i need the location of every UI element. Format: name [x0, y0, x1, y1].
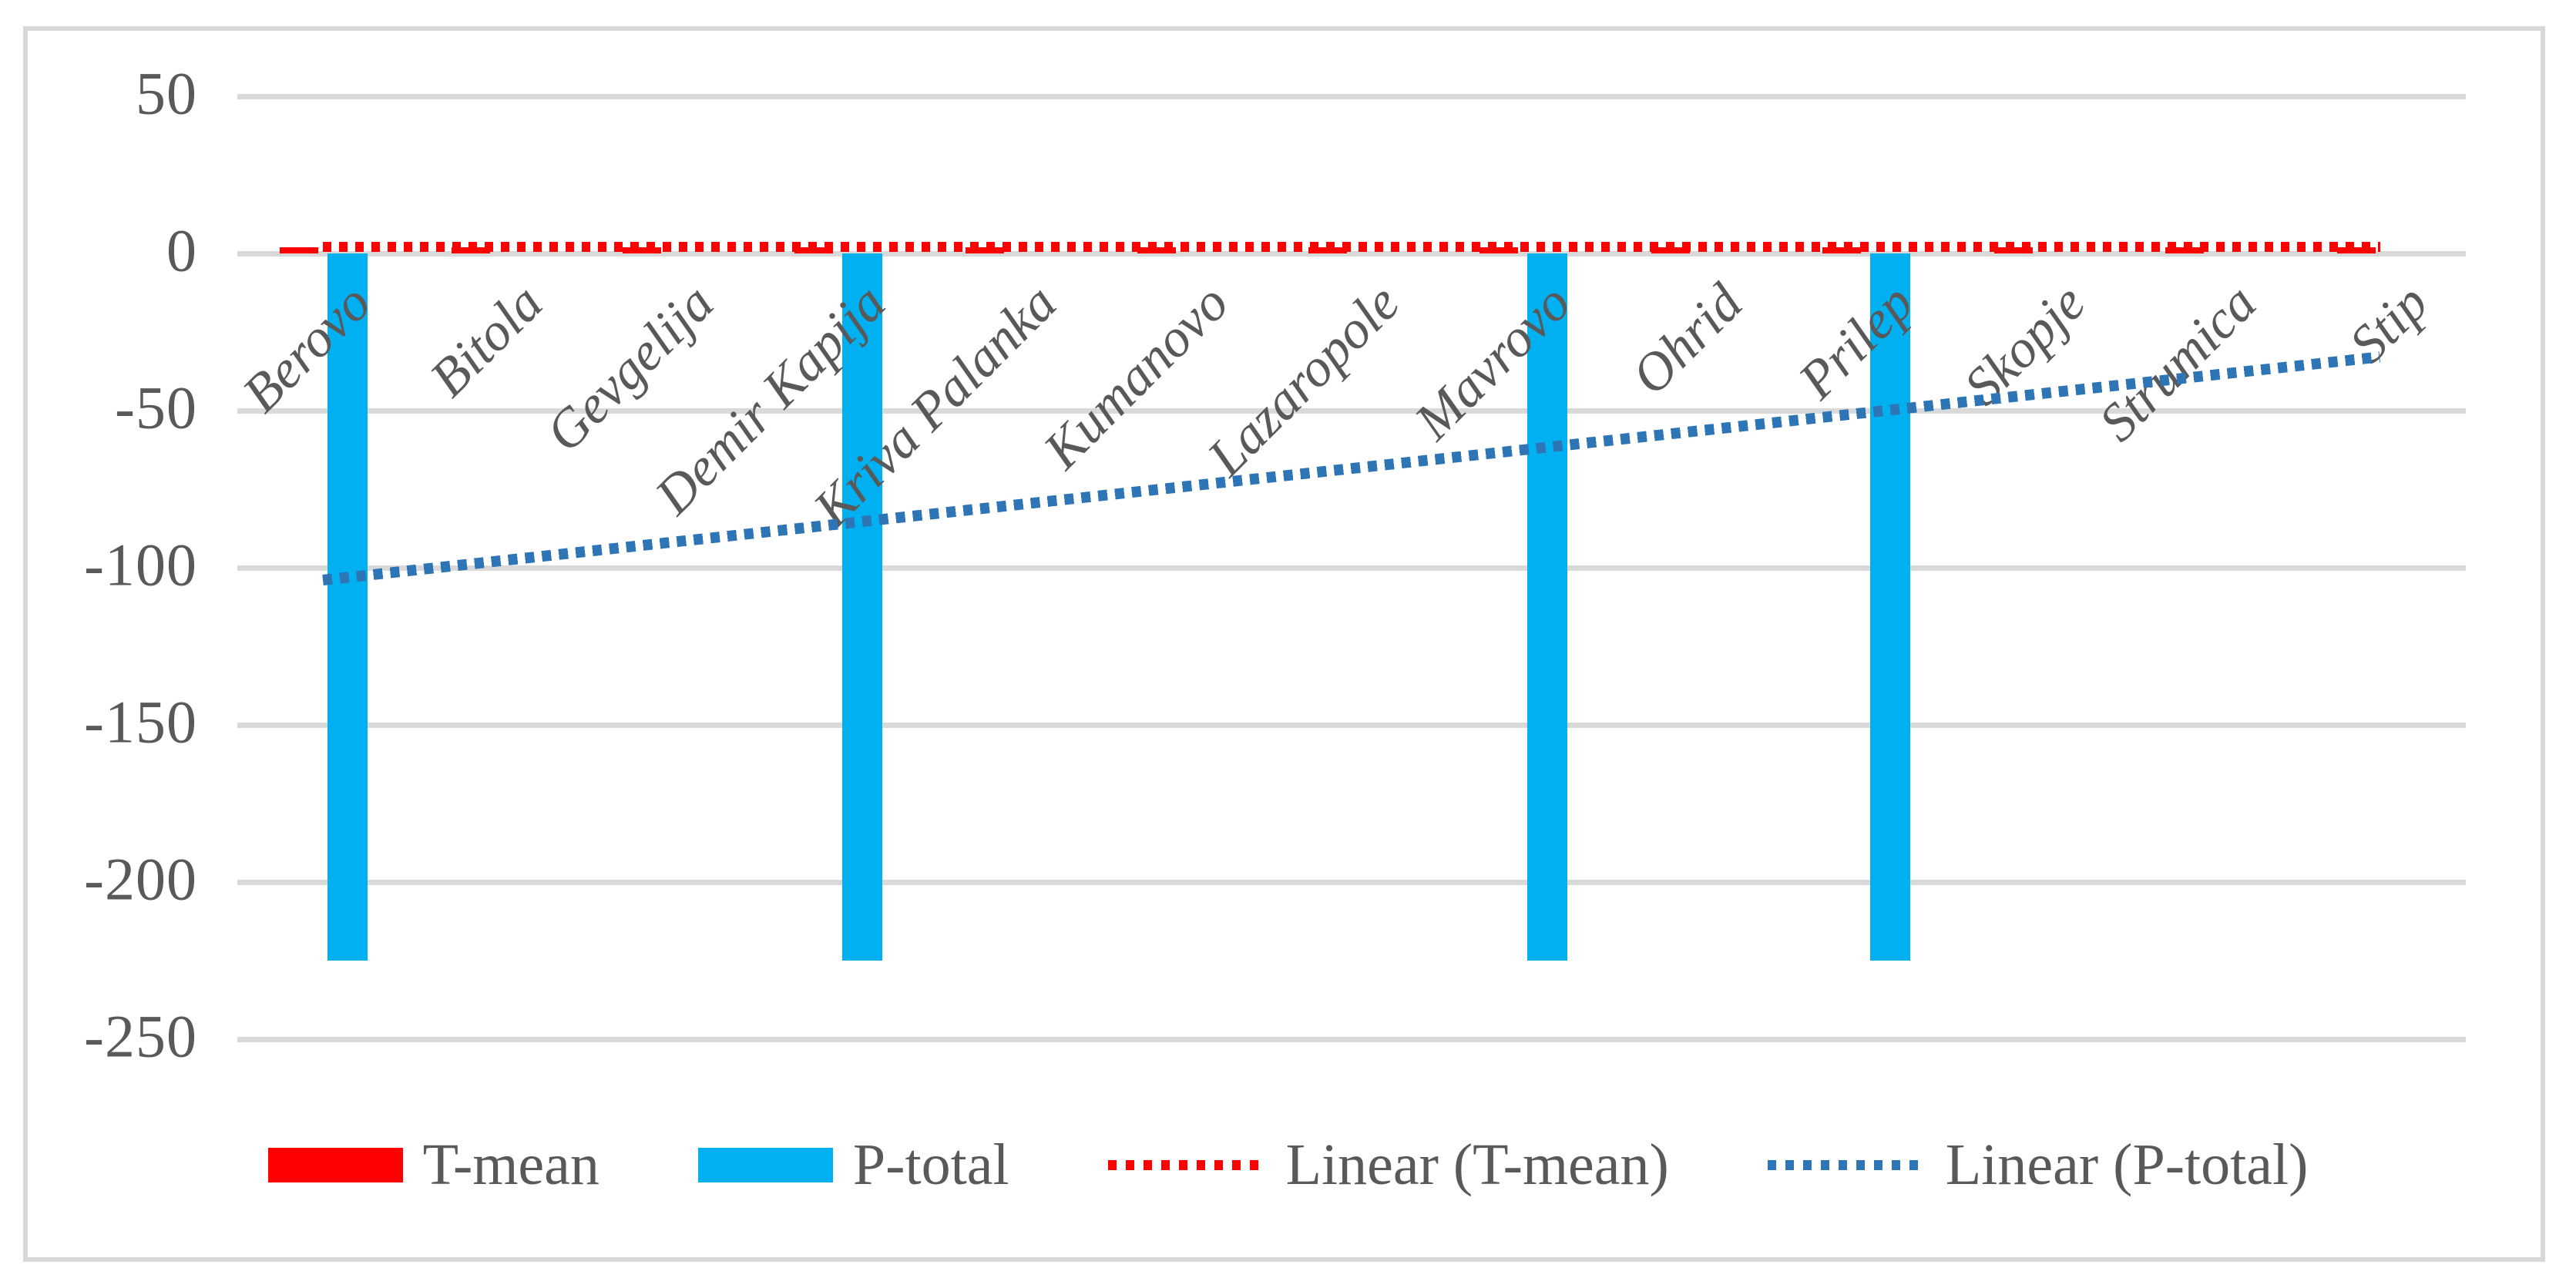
- y-axis-tick-label: 50: [136, 59, 197, 127]
- legend-swatch-rect-p-total: [697, 1147, 833, 1182]
- y-axis-tick-label: -200: [84, 845, 197, 913]
- trendline-linear-t-mean: [323, 242, 2380, 253]
- y-axis-tick-label: -50: [115, 374, 197, 441]
- chart-legend: T-mean P-total Linear (T-mean) Linear (P-to…: [0, 1126, 2576, 1203]
- legend-swatch-dotted-linear-t-mean: [1107, 1159, 1266, 1170]
- chart-border: [23, 26, 2545, 1262]
- legend-label: Linear (P-total): [1945, 1132, 2309, 1197]
- bar-p-total-mavrovo: [1527, 253, 1568, 961]
- gridline--250: [237, 1037, 2466, 1042]
- y-axis-tick-label: -150: [84, 688, 197, 756]
- bar-t-mean-berovo: [280, 247, 319, 253]
- gridline--150: [237, 723, 2466, 728]
- legend-item-linear-t-mean: Linear (T-mean): [1107, 1132, 1669, 1199]
- legend-item-t-mean: T-mean: [267, 1132, 599, 1199]
- gridline--50: [237, 408, 2466, 414]
- y-axis-tick-label: -250: [84, 1002, 197, 1070]
- legend-label: Linear (T-mean): [1285, 1132, 1669, 1197]
- bar-p-total-prilep: [1870, 253, 1911, 961]
- y-axis-tick-label: -100: [84, 531, 197, 599]
- y-axis-tick-label: 0: [166, 216, 197, 284]
- legend-label: P-total: [852, 1132, 1009, 1197]
- gridline--200: [237, 880, 2466, 885]
- legend-label: T-mean: [422, 1132, 599, 1197]
- legend-item-p-total: P-total: [697, 1132, 1009, 1199]
- legend-swatch-rect-t-mean: [267, 1147, 403, 1182]
- gridline--100: [237, 565, 2466, 571]
- legend-item-linear-p-total: Linear (P-total): [1767, 1132, 2309, 1199]
- bar-p-total-demir-kapija: [841, 253, 882, 961]
- gridline-50: [237, 94, 2466, 99]
- legend-swatch-dotted-linear-p-total: [1767, 1159, 1926, 1170]
- bar-p-total-berovo: [327, 253, 368, 961]
- gridline-0: [237, 251, 2466, 257]
